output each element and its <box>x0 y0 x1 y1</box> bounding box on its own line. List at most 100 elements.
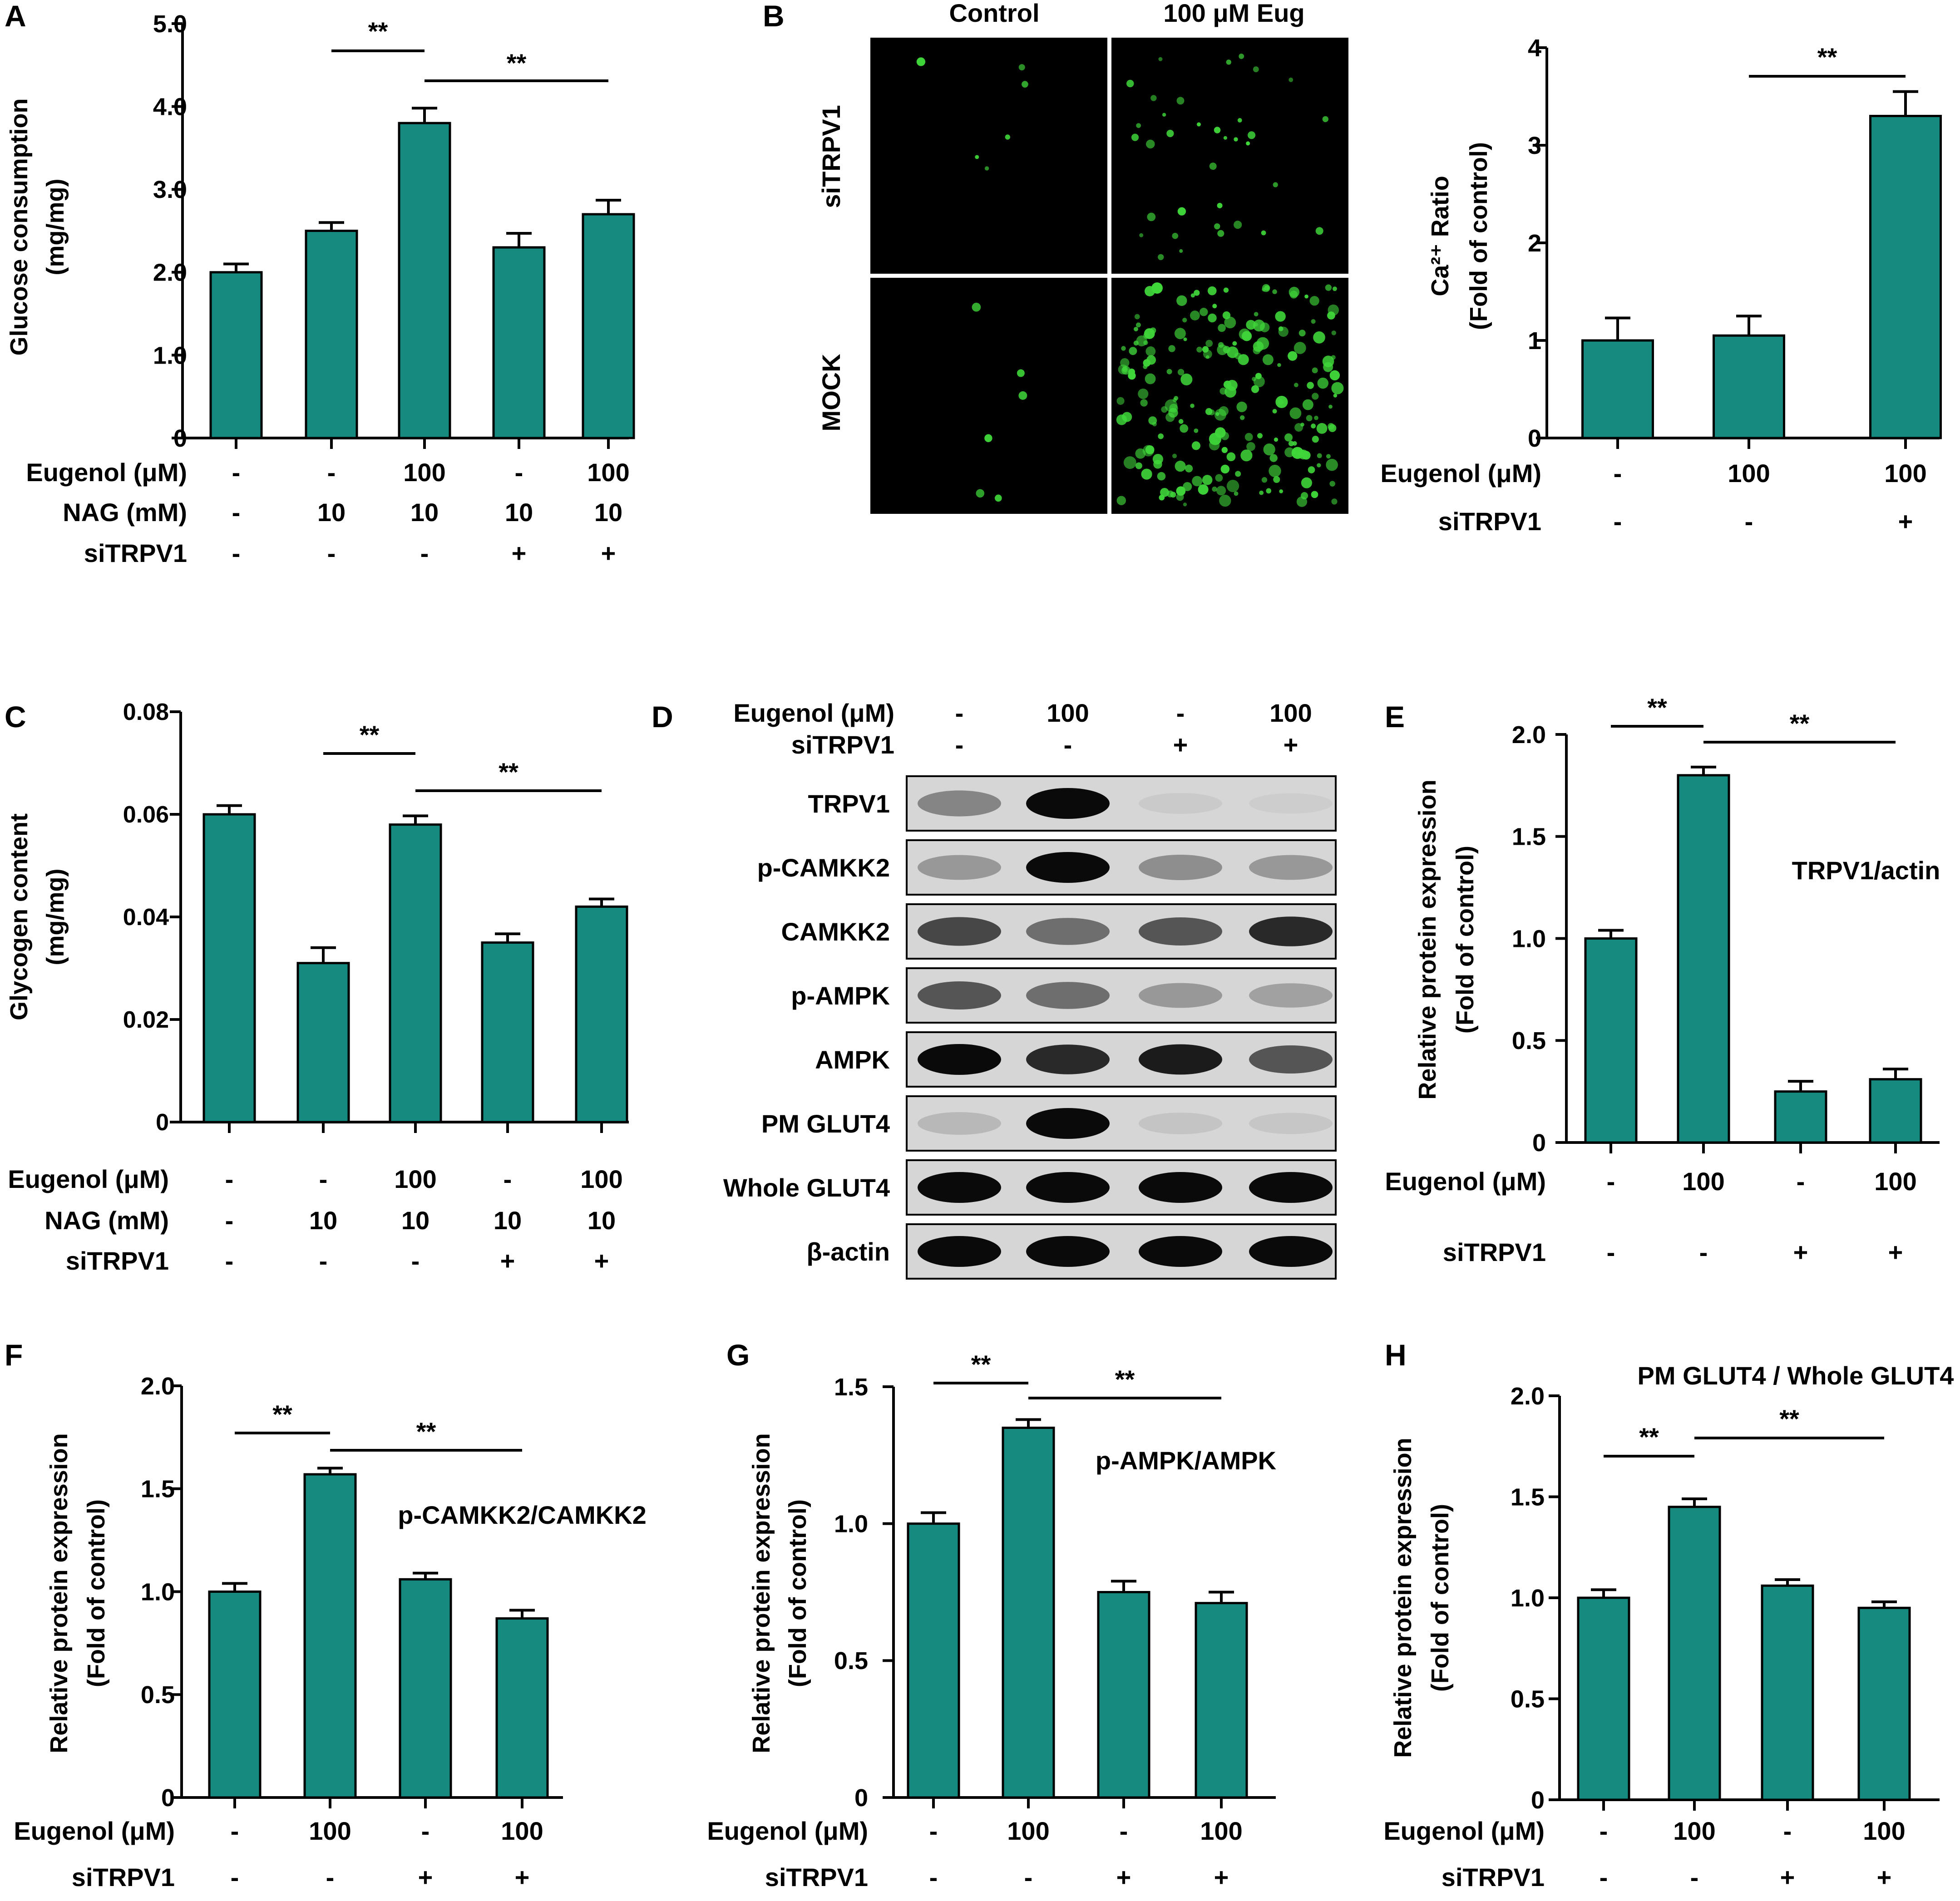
panel-letter-f: F <box>5 1338 23 1372</box>
condition-value: - <box>1614 459 1622 488</box>
fluorescent-cell <box>1180 424 1189 433</box>
y-tick-label: 1.0 <box>141 1578 175 1606</box>
fluorescent-cell <box>1145 445 1155 454</box>
fluorescent-cell <box>1146 139 1155 149</box>
condition-value: 100 <box>1884 459 1926 488</box>
fluorescent-cell <box>1182 317 1187 323</box>
fluorescent-cell <box>1196 346 1203 353</box>
condition-value: - <box>929 1863 938 1891</box>
condition-value: 100 <box>1874 1167 1916 1196</box>
condition-value: + <box>594 1246 609 1275</box>
condition-value: + <box>1877 1863 1892 1891</box>
panel-letter-e: E <box>1385 700 1405 734</box>
fluorescent-cell <box>1237 118 1242 123</box>
fluorescent-cell <box>1217 230 1224 237</box>
condition-value: - <box>1745 507 1753 536</box>
bar <box>1869 115 1942 439</box>
fluorescent-cell <box>1316 423 1328 434</box>
y-axis-label-line: (Fold of control) <box>1465 142 1492 330</box>
condition-value: 100 <box>1200 1817 1242 1845</box>
fluorescent-cell <box>1197 122 1201 127</box>
fluorescent-cell <box>1116 397 1125 405</box>
micrograph-image <box>870 278 1107 514</box>
fluorescent-cell <box>1165 399 1178 412</box>
fluorescent-cell <box>1136 322 1141 328</box>
significance-label: ** <box>1779 1404 1799 1433</box>
fluorescent-cell <box>1183 502 1187 507</box>
fluorescent-cell <box>984 166 989 171</box>
blot-band <box>918 855 1001 880</box>
y-tick-label: 3.0 <box>153 176 187 203</box>
fluorescent-cell <box>1141 468 1152 480</box>
fluorescent-cell <box>1139 233 1144 237</box>
bar <box>1761 1584 1814 1801</box>
blot-band <box>1139 793 1222 814</box>
fluorescent-cell <box>1236 401 1247 413</box>
fluorescent-cell <box>1279 489 1284 493</box>
y-tick-label: 1.0 <box>1511 1585 1545 1612</box>
significance-label: ** <box>416 1417 436 1446</box>
bar <box>296 962 350 1123</box>
bar <box>575 905 628 1123</box>
y-tick-label: 5.0 <box>153 10 187 38</box>
y-tick-label: 1.5 <box>141 1476 175 1503</box>
condition-value: 10 <box>410 498 439 527</box>
fluorescent-cell <box>1306 415 1313 422</box>
fluorescent-cell <box>1251 385 1259 393</box>
significance-label: ** <box>1115 1365 1135 1394</box>
y-axis-label-line: (Fold of control) <box>1451 846 1479 1034</box>
fluorescent-cell <box>1300 423 1304 427</box>
y-tick-label: 0.5 <box>1511 1685 1545 1713</box>
fluorescent-cell <box>1005 134 1011 140</box>
blot-band <box>918 1044 1001 1075</box>
fluorescent-cell <box>1273 182 1278 187</box>
condition-value: - <box>1600 1817 1608 1845</box>
chart-panel-b: 0 1 2 3 4 Ca²⁺ Ratio (Fold of control) Eugenol … <box>1380 34 1942 536</box>
fluorescent-cell <box>1226 452 1236 462</box>
fluorescent-cell <box>1178 419 1184 424</box>
significance-label: ** <box>368 17 388 45</box>
y-axis-label: Relative protein expression (Fold of cont… <box>748 1433 811 1753</box>
y-axis-label: Ca²⁺ Ratio (Fold of control) <box>1427 142 1492 330</box>
fluorescent-cell <box>1312 436 1319 443</box>
blot-row-label: p-CAMKK2 <box>757 853 890 882</box>
fluorescent-cell <box>1022 81 1028 88</box>
y-tick-label: 3 <box>1528 132 1541 159</box>
y-tick-label: 2.0 <box>1511 1383 1545 1410</box>
condition-label: Eugenol (μM) <box>14 1817 175 1845</box>
fluorescent-cell <box>1254 322 1258 327</box>
blot-condition-value: + <box>1173 730 1188 759</box>
fluorescent-cell <box>1218 324 1226 332</box>
condition-value: 100 <box>1007 1817 1049 1845</box>
condition-value: 100 <box>403 458 445 487</box>
fluorescent-cell <box>1329 481 1335 487</box>
y-tick-label: 0.04 <box>123 904 169 931</box>
bar <box>481 941 534 1123</box>
condition-value: - <box>1614 507 1622 536</box>
fluorescent-cell <box>1331 382 1344 394</box>
condition-value: - <box>225 1246 234 1275</box>
bar <box>907 1522 960 1799</box>
fluorescent-cell <box>1326 458 1338 471</box>
condition-value: - <box>1783 1817 1792 1845</box>
condition-value: 10 <box>309 1206 337 1235</box>
fluorescent-cell <box>1215 412 1219 416</box>
y-tick-label: 1.0 <box>153 342 187 369</box>
condition-value: 100 <box>501 1817 543 1845</box>
condition-value: - <box>232 458 241 487</box>
condition-table: Eugenol (μM) - - 100 - 100 NAG (mM) - 10 10 10 10 si… <box>8 1165 622 1275</box>
condition-value: - <box>929 1817 938 1845</box>
fluorescent-cell <box>1298 330 1306 337</box>
significance-label: ** <box>272 1400 292 1428</box>
fluorescent-cell <box>1143 340 1148 345</box>
condition-label: Eugenol (μM) <box>1380 459 1541 488</box>
condition-value: - <box>1120 1817 1128 1845</box>
y-tick-label: 0.5 <box>141 1681 175 1709</box>
condition-value: - <box>319 1165 328 1193</box>
fluorescent-cell <box>1304 294 1308 299</box>
fluorescent-cell <box>1259 490 1264 495</box>
condition-value: 100 <box>1863 1817 1905 1845</box>
fluorescent-cell <box>1176 486 1186 496</box>
condition-value: - <box>319 1246 328 1275</box>
significance-label: ** <box>1647 693 1667 722</box>
